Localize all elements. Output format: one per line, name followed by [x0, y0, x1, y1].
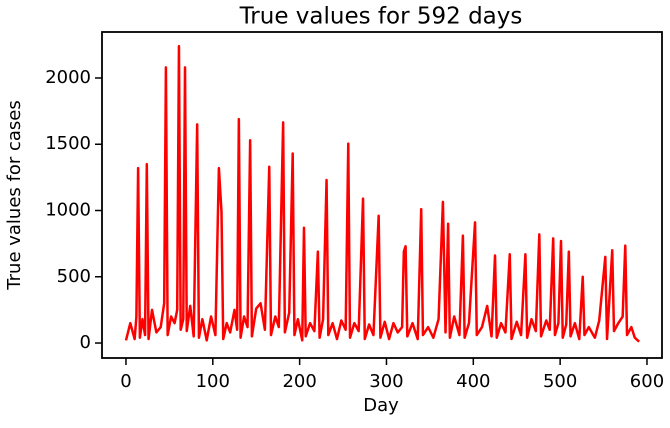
x-tick-label: 300	[369, 371, 403, 392]
y-axis-label: True values for cases	[4, 100, 25, 290]
x-tick-label: 100	[196, 371, 230, 392]
x-tick-label: 600	[630, 371, 664, 392]
y-tick-label: 0	[80, 332, 91, 353]
y-tick-label: 1000	[45, 200, 91, 221]
x-tick-label: 200	[282, 371, 316, 392]
chart-title: True values for 592 days	[239, 4, 523, 30]
y-tick-label: 1500	[45, 133, 91, 154]
y-tick-label: 2000	[45, 67, 91, 88]
plot-frame	[101, 31, 663, 359]
x-tick-label: 0	[120, 371, 131, 392]
data-line	[124, 44, 641, 343]
y-tick-label: 500	[57, 266, 91, 287]
x-tick-label: 400	[456, 371, 490, 392]
x-tick-label: 500	[543, 371, 577, 392]
x-axis-label: Day	[363, 395, 399, 416]
